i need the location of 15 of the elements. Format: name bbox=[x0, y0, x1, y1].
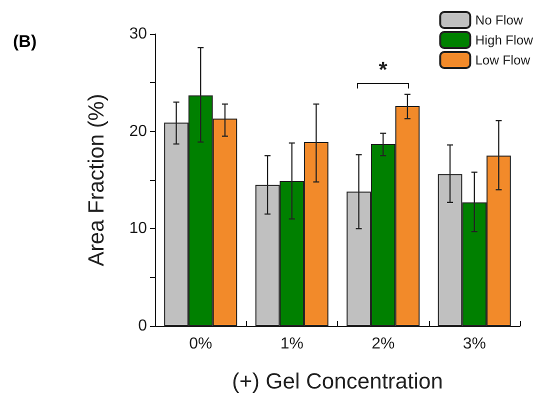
x-tick-label: 2% bbox=[372, 336, 395, 352]
y-tick-label: 10 bbox=[129, 220, 148, 238]
annotation: * bbox=[378, 57, 388, 82]
y-tick-label: 30 bbox=[129, 26, 148, 42]
x-tick-label: 0% bbox=[189, 336, 212, 352]
x-axis-title: (+) Gel Concentration bbox=[232, 368, 443, 394]
legend-label: Low Flow bbox=[475, 52, 531, 68]
chart-title: (B) bbox=[13, 32, 37, 51]
legend-label: High Flow bbox=[475, 32, 534, 48]
y-tick-label: 20 bbox=[129, 122, 148, 140]
x-tick-label: 3% bbox=[462, 336, 486, 352]
x-tick-label: 1% bbox=[280, 336, 304, 352]
y-axis-title: Area Fraction (%) bbox=[84, 94, 108, 266]
y-tick-label: 0 bbox=[138, 318, 148, 334]
legend-label: No Flow bbox=[475, 12, 524, 28]
